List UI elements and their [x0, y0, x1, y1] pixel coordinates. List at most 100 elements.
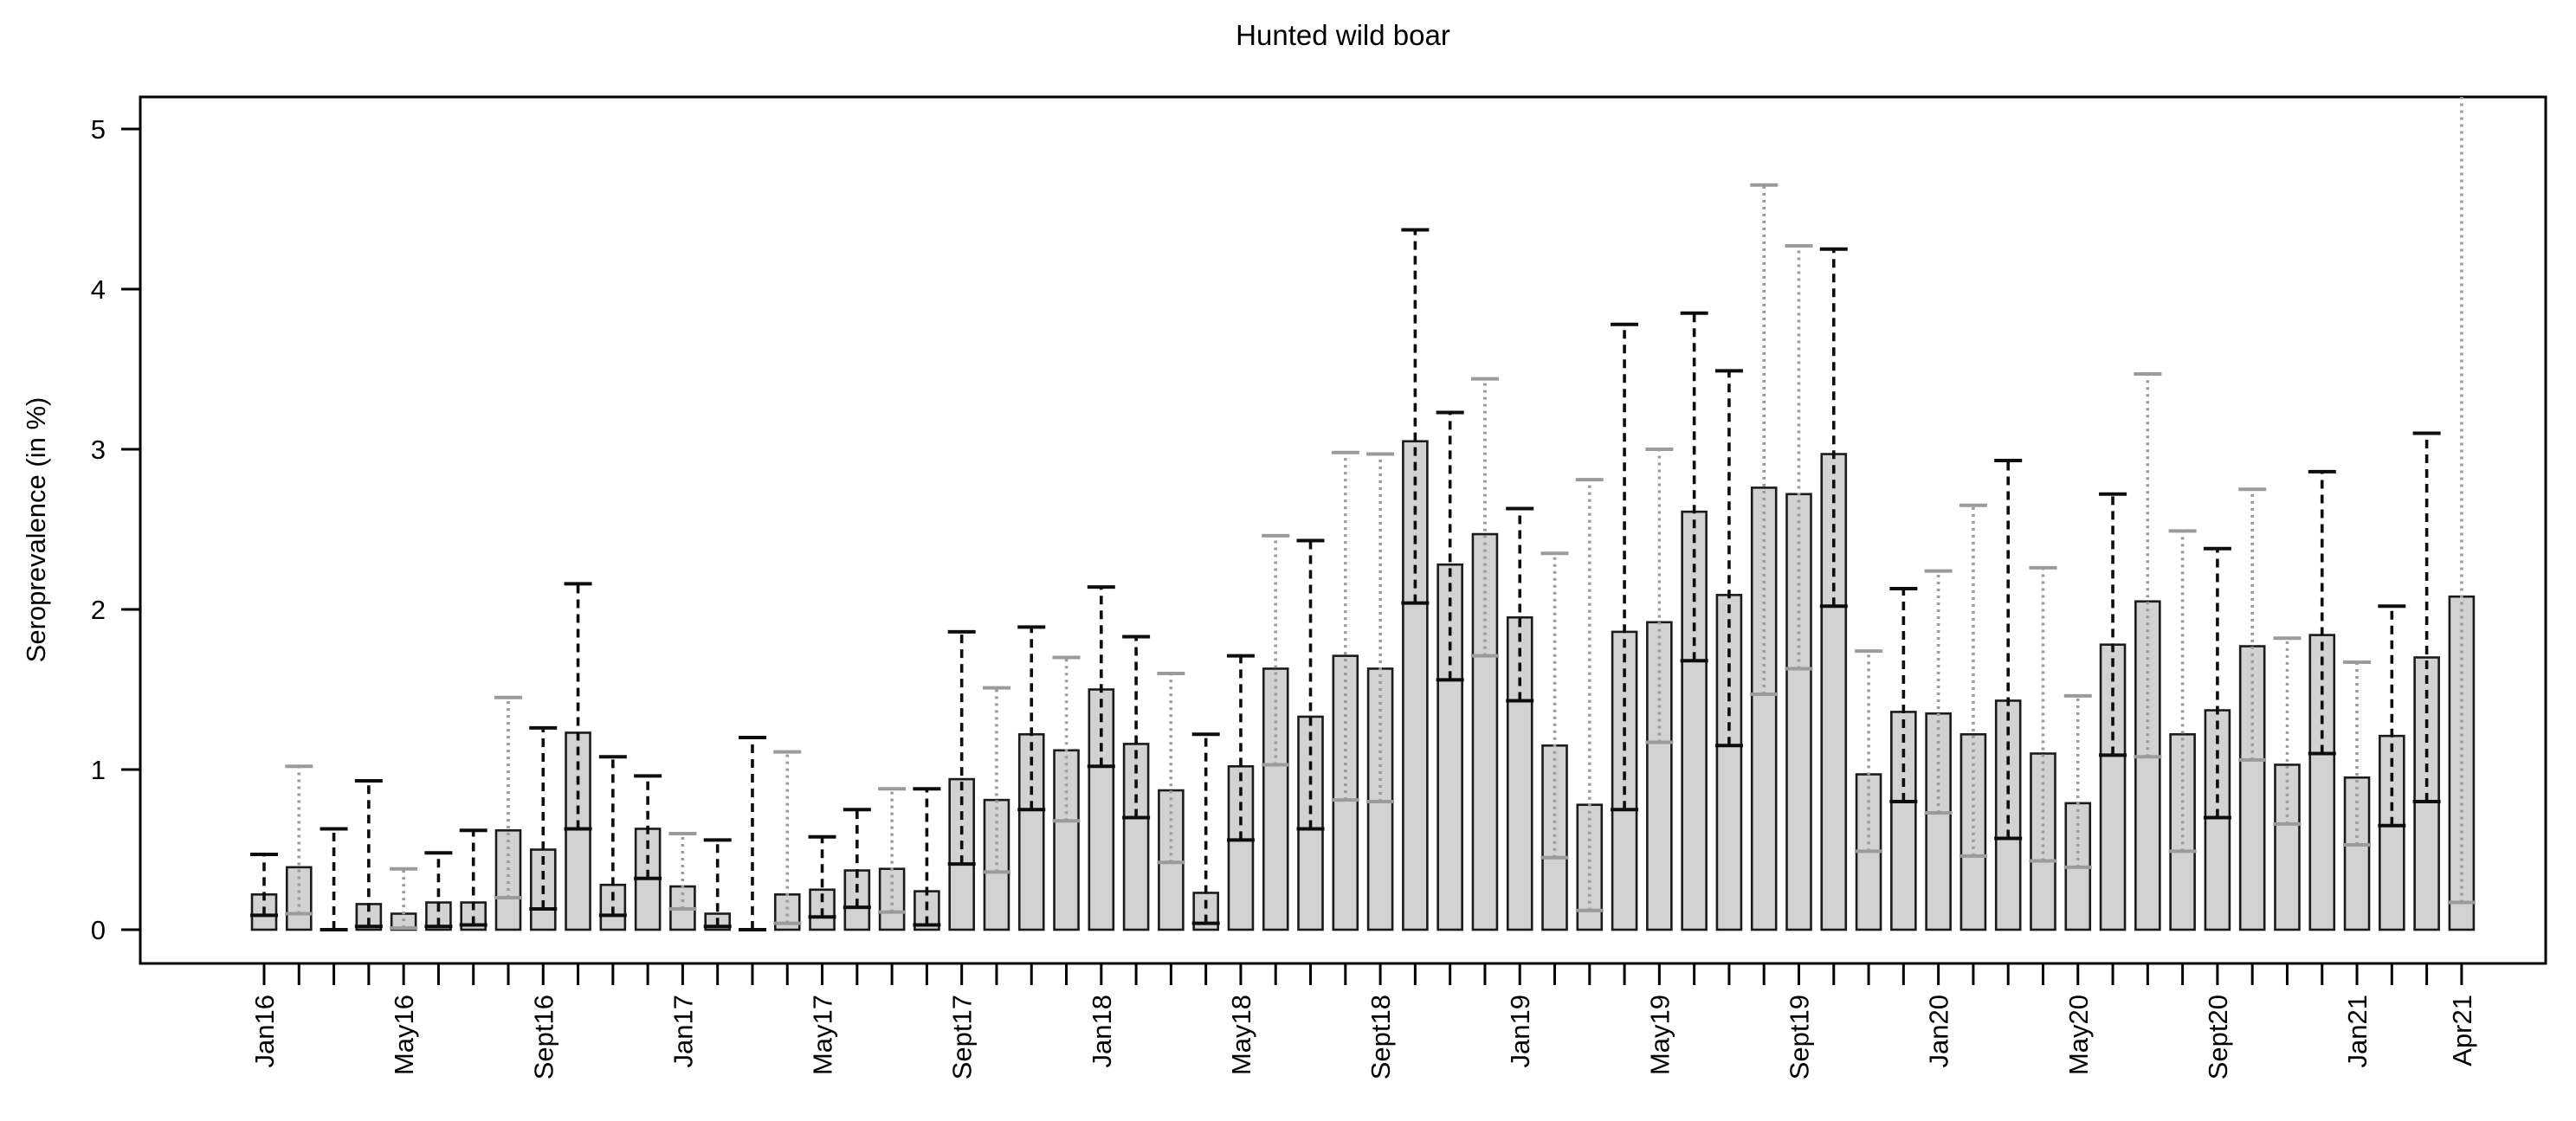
- bar: [2099, 643, 2127, 931]
- error-bar: [1017, 625, 1046, 812]
- error-bar: [1366, 452, 1395, 803]
- error-bar: [1819, 247, 1848, 609]
- error-bar: [634, 774, 662, 880]
- bar: [1088, 688, 1115, 931]
- error-bar: [1087, 585, 1115, 769]
- error-bar: [1680, 311, 1708, 663]
- error-bar: [1924, 569, 1953, 815]
- bar: [1053, 749, 1080, 931]
- bar: [2274, 763, 2301, 931]
- error-bar: [1262, 533, 1290, 767]
- x-tick-label: Sept17: [947, 995, 978, 1079]
- error-bar: [843, 808, 871, 910]
- error-bar: [2343, 660, 2372, 847]
- error-bar: [2168, 529, 2197, 854]
- error-bar: [1785, 244, 1813, 671]
- x-tick-label: May19: [1644, 995, 1675, 1075]
- x-tick-label: Jan17: [668, 995, 698, 1067]
- error-bar: [1470, 377, 1499, 658]
- y-axis-title: Seroprevalence (in %): [21, 397, 51, 663]
- y-tick-label: 3: [91, 435, 106, 465]
- error-bar: [2412, 431, 2441, 803]
- bars-group: [250, 440, 2476, 931]
- error-bar: [773, 750, 802, 925]
- error-bar: [2029, 565, 2057, 863]
- error-bar: [2378, 604, 2406, 828]
- error-bar: [1122, 635, 1151, 820]
- bar: [2169, 732, 2196, 931]
- y-tick-label: 1: [91, 755, 106, 785]
- bar: [1436, 563, 1463, 931]
- error-bar: [2134, 372, 2162, 759]
- error-bar: [947, 629, 976, 867]
- error-bars-group: [250, 97, 2476, 931]
- chart-title: Hunted wild boar: [1236, 19, 1450, 51]
- error-bar: [2099, 492, 2127, 757]
- error-bar: [878, 787, 907, 914]
- error-bar: [1157, 672, 1185, 865]
- error-bar: [1645, 448, 1674, 744]
- error-bar: [424, 851, 453, 929]
- error-bar: [808, 834, 836, 919]
- error-bar: [1296, 538, 1325, 831]
- error-bar: [1226, 654, 1255, 842]
- error-bar: [390, 867, 418, 931]
- x-tick-label: Sept19: [1784, 995, 1814, 1079]
- bar: [2379, 734, 2405, 931]
- error-bar: [1889, 586, 1918, 803]
- x-tick-label: Apr21: [2447, 995, 2477, 1066]
- error-bar: [1750, 183, 1779, 697]
- x-tick-label: Sept18: [1365, 995, 1396, 1079]
- bar: [1366, 667, 1394, 931]
- bar: [1959, 732, 1987, 931]
- error-bar: [1436, 410, 1464, 682]
- x-tick-label: Jan16: [249, 995, 280, 1067]
- error-bar: [1401, 228, 1430, 605]
- x-tick-label: May16: [389, 995, 419, 1075]
- y-tick-label: 0: [91, 915, 106, 945]
- error-bar: [354, 778, 383, 929]
- error-bar: [2447, 97, 2476, 905]
- error-bar: [2273, 636, 2302, 826]
- bar: [1785, 493, 1812, 931]
- bar: [2134, 600, 2161, 931]
- error-bar: [1191, 732, 1220, 925]
- error-bar: [703, 838, 732, 929]
- error-bar: [1855, 649, 1883, 854]
- error-bar: [738, 736, 766, 931]
- bar: [2238, 645, 2266, 931]
- error-bar: [1611, 322, 1639, 812]
- bar: [1646, 621, 1673, 931]
- x-tick-label: May18: [1226, 995, 1256, 1075]
- y-tick-label: 2: [91, 595, 106, 625]
- error-bar: [494, 695, 522, 899]
- bar: [1262, 667, 1289, 931]
- x-tick-label: Sept20: [2203, 995, 2233, 1079]
- bar: [2204, 709, 2231, 931]
- error-bar: [1331, 450, 1359, 802]
- x-tick-label: Sept16: [528, 995, 558, 1079]
- error-bar: [2238, 487, 2267, 762]
- error-bar: [529, 725, 558, 911]
- error-bar: [1994, 458, 2023, 841]
- error-bar: [913, 787, 941, 927]
- error-bar: [250, 853, 278, 918]
- error-bar: [564, 582, 592, 831]
- error-bar: [285, 764, 313, 916]
- error-bar: [1714, 369, 1743, 748]
- bar: [1715, 594, 1743, 931]
- x-tick-label: Jan19: [1505, 995, 1535, 1067]
- bar: [2343, 776, 2371, 931]
- bar: [1541, 744, 1568, 931]
- error-bar: [1575, 478, 1604, 912]
- bar: [494, 828, 522, 931]
- error-bar: [459, 828, 487, 927]
- x-tick-label: Jan21: [2342, 995, 2373, 1067]
- plot-area: 0 1 2 3 4 5 Jan16 May16 Sept16 Jan17 May17 Sept17 Ja…: [91, 95, 2547, 1079]
- x-tick-label: May17: [808, 995, 838, 1075]
- bar: [1890, 711, 1917, 931]
- bar: [1681, 510, 1708, 931]
- error-bar: [668, 832, 697, 911]
